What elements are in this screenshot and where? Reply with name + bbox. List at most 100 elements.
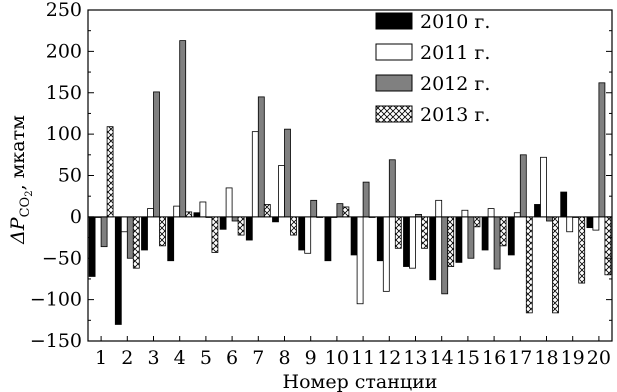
bar-series2-station-2 xyxy=(120,216,128,233)
bar-series1-station-3 xyxy=(141,216,148,251)
bar-series4-station-7 xyxy=(263,204,271,218)
bar-series1-station-13 xyxy=(403,216,410,267)
bar-series1-station-6 xyxy=(219,216,227,230)
x-tick-label-14: 14 xyxy=(430,347,454,369)
legend-swatch-1 xyxy=(375,12,413,30)
bar-series3-station-6 xyxy=(231,216,239,222)
x-tick-label-12: 12 xyxy=(377,347,401,369)
bar-series2-station-18 xyxy=(540,156,547,218)
bar-series3-station-14 xyxy=(441,216,449,295)
axes xyxy=(87,9,613,342)
x-tick-label-9: 9 xyxy=(305,347,317,369)
bar-series1-station-9 xyxy=(298,216,306,251)
y-tick-label: −100 xyxy=(30,289,82,311)
x-tick-label-18: 18 xyxy=(534,347,558,369)
bar-series3-station-12 xyxy=(388,159,396,218)
bar-series1-station-15 xyxy=(455,216,463,263)
bar-series4-station-19 xyxy=(578,216,586,284)
x-tick-label-13: 13 xyxy=(403,347,427,369)
bar-series1-station-1 xyxy=(88,216,96,277)
bar-series4-station-17 xyxy=(525,216,533,314)
bar-series4-station-3 xyxy=(159,216,166,247)
y-tick-label: −50 xyxy=(42,247,82,269)
bar-series4-station-14 xyxy=(447,216,455,267)
bar-series2-station-20 xyxy=(592,216,600,231)
legend-swatch-4 xyxy=(375,105,413,123)
bar-series4-station-13 xyxy=(421,216,428,249)
bar-series4-station-15 xyxy=(473,216,481,228)
bar-series3-station-20 xyxy=(598,82,606,218)
legend-label-4: 2013 г. xyxy=(420,104,490,126)
bars xyxy=(88,40,612,325)
bar-series4-station-16 xyxy=(499,216,507,247)
y-tick-label: 200 xyxy=(46,40,82,62)
x-tick-label-3: 3 xyxy=(147,347,159,369)
y-tick-label: 250 xyxy=(46,0,82,21)
legend-swatch-2 xyxy=(375,43,413,61)
x-tick-label-10: 10 xyxy=(325,347,349,369)
bar-series3-station-3 xyxy=(153,91,160,218)
bar-series3-station-18 xyxy=(546,216,553,222)
bar-series3-station-2 xyxy=(126,216,134,259)
bar-series1-station-5 xyxy=(193,212,201,218)
bar-series3-station-15 xyxy=(467,216,475,259)
bar-series3-station-10 xyxy=(336,203,344,218)
y-tick-label: −150 xyxy=(30,330,82,352)
y-axis-title: ΔPCO2, мкатм xyxy=(7,115,35,245)
bar-series2-station-9 xyxy=(304,216,312,254)
bar-series3-station-4 xyxy=(179,40,187,218)
bar-series1-station-17 xyxy=(507,216,515,256)
x-tick-label-2: 2 xyxy=(121,347,133,369)
y-tick-label: 0 xyxy=(70,206,82,228)
bar-series3-station-11 xyxy=(362,181,370,218)
x-tick-label-16: 16 xyxy=(482,347,506,369)
bar-series2-station-19 xyxy=(566,216,574,233)
bar-series3-station-1 xyxy=(100,216,108,248)
bar-series1-station-4 xyxy=(167,216,175,262)
y-tick-label: 50 xyxy=(58,165,82,187)
bar-series2-station-15 xyxy=(461,209,469,218)
x-tick-label-4: 4 xyxy=(174,347,186,369)
x-tick-label-11: 11 xyxy=(351,347,375,369)
bar-series1-station-8 xyxy=(272,216,279,223)
bar-series3-station-16 xyxy=(493,216,501,270)
bar-series1-station-20 xyxy=(586,216,594,229)
bar-series2-station-17 xyxy=(513,212,521,218)
bar-series2-station-12 xyxy=(382,216,390,292)
y-tick-label: 150 xyxy=(46,82,82,104)
x-tick-label-7: 7 xyxy=(252,347,264,369)
bar-series1-station-16 xyxy=(481,216,489,251)
legend: 2010 г. 2011 г. 2012 г. 2013 г. xyxy=(375,11,490,126)
bar-series1-station-7 xyxy=(245,216,253,241)
bar-series4-station-1 xyxy=(106,126,114,218)
legend-label-1: 2010 г. xyxy=(420,11,490,33)
bar-series1-station-11 xyxy=(350,216,358,256)
bar-series4-station-4 xyxy=(185,211,193,218)
bar-series4-station-12 xyxy=(394,216,402,249)
bar-series2-station-4 xyxy=(173,205,181,218)
legend-label-3: 2012 г. xyxy=(420,73,490,95)
x-tick-label-20: 20 xyxy=(587,347,611,369)
x-tick-label-6: 6 xyxy=(226,347,238,369)
bar-series2-station-6 xyxy=(225,187,233,218)
x-tick-label-19: 19 xyxy=(561,347,585,369)
legend-swatch-3 xyxy=(375,74,413,92)
bar-series1-station-18 xyxy=(534,204,541,218)
bar-series3-station-9 xyxy=(310,199,318,218)
bar-series4-station-5 xyxy=(211,216,219,253)
bar-series2-station-5 xyxy=(199,201,207,218)
bar-series3-station-17 xyxy=(519,154,527,218)
bar-series2-station-3 xyxy=(147,208,154,218)
x-tick-label-17: 17 xyxy=(508,347,532,369)
x-tick-label-1: 1 xyxy=(95,347,107,369)
bar-series4-station-18 xyxy=(552,216,559,314)
bar-series2-station-14 xyxy=(435,199,443,218)
bar-series2-station-11 xyxy=(356,216,364,305)
bar-series1-station-2 xyxy=(114,216,122,325)
x-tick-label-8: 8 xyxy=(278,347,290,369)
bar-series3-station-8 xyxy=(284,128,291,218)
bar-series4-station-10 xyxy=(342,206,350,218)
bar-series1-station-14 xyxy=(429,216,437,281)
